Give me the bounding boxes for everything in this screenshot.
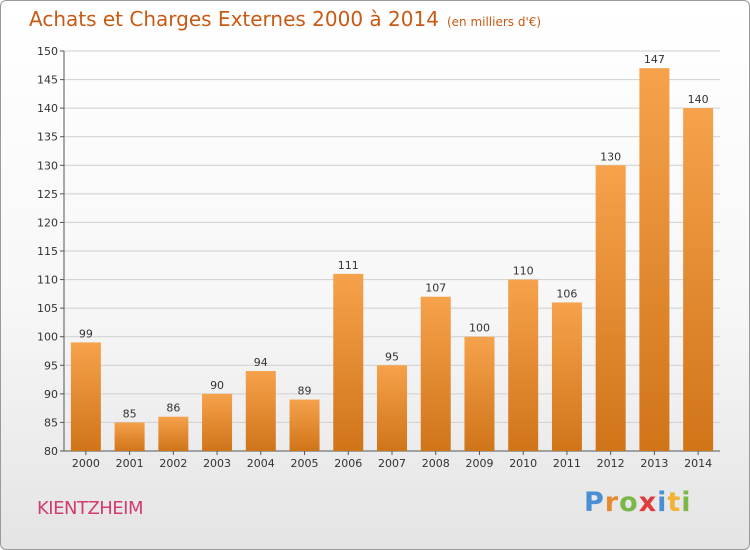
data-label: 111 <box>338 259 359 272</box>
x-tick-label: 2008 <box>422 457 450 470</box>
bar <box>683 108 714 452</box>
data-label: 130 <box>600 150 621 163</box>
bar <box>289 399 320 451</box>
x-tick-label: 2011 <box>553 457 581 470</box>
data-label: 99 <box>79 327 93 340</box>
x-tick-label: 2005 <box>291 457 319 470</box>
logo-letter: i <box>657 487 668 518</box>
y-tick-label: 120 <box>37 216 58 229</box>
bar <box>377 365 407 451</box>
bar <box>639 68 670 452</box>
y-tick-label: 90 <box>44 388 58 401</box>
bar <box>508 279 539 451</box>
y-tick-label: 145 <box>37 74 58 87</box>
data-label: 106 <box>556 287 577 300</box>
y-tick-label: 80 <box>44 445 58 458</box>
data-label: 107 <box>425 282 446 295</box>
y-tick-label: 85 <box>44 416 58 429</box>
bars <box>70 68 714 452</box>
x-tick-label: 2001 <box>116 457 144 470</box>
x-tick-label: 2007 <box>378 457 406 470</box>
bar <box>114 422 145 451</box>
y-tick-label: 130 <box>37 159 58 172</box>
y-tick-label: 115 <box>37 245 58 258</box>
data-label: 85 <box>123 407 137 420</box>
y-tick-label: 140 <box>37 102 58 115</box>
data-label: 95 <box>385 350 399 363</box>
bar <box>464 336 495 451</box>
x-tick-label: 2000 <box>72 457 100 470</box>
bar <box>70 342 101 451</box>
x-tick-label: 2003 <box>203 457 231 470</box>
bar <box>551 302 582 451</box>
y-tick-label: 105 <box>37 302 58 315</box>
y-tick-label: 150 <box>37 45 58 58</box>
y-tick-label: 110 <box>37 274 58 287</box>
bar <box>245 371 276 451</box>
bar <box>420 296 451 451</box>
logo-letter: r <box>604 487 620 518</box>
data-label: 90 <box>210 379 224 392</box>
data-label: 147 <box>644 53 665 66</box>
chart-subtitle: (en milliers d'€) <box>446 15 542 29</box>
logo-letter: i <box>681 487 692 518</box>
y-tick-label: 125 <box>37 188 58 201</box>
labels: 80 85 90 95 100 105 110 115 120 125 130 135 140 145 15… <box>37 45 712 470</box>
x-tick-label: 2009 <box>465 457 493 470</box>
x-tick-label: 2002 <box>159 457 187 470</box>
proxiti-logo: Proxiti <box>584 487 692 518</box>
x-tick-label: 2013 <box>640 457 668 470</box>
x-tick-label: 2012 <box>597 457 625 470</box>
x-tick-label: 2010 <box>509 457 537 470</box>
bar <box>158 416 189 451</box>
chart-title: Achats et Charges Externes 2000 à 2014 (e… <box>29 7 541 31</box>
logo-letter: o <box>619 487 639 518</box>
data-label: 100 <box>469 322 490 335</box>
y-tick-label: 95 <box>44 359 58 372</box>
data-label: 140 <box>688 93 709 106</box>
y-tick-label: 135 <box>37 131 58 144</box>
x-tick-label: 2004 <box>247 457 275 470</box>
logo-letter: x <box>638 487 658 518</box>
commune-name: KIENTZHEIM <box>37 498 144 519</box>
bar <box>333 273 364 451</box>
x-tick-label: 2014 <box>684 457 712 470</box>
x-tick-label: 2006 <box>334 457 362 470</box>
logo-letter: t <box>667 487 682 518</box>
y-tick-label: 100 <box>37 331 58 344</box>
logo-letter: P <box>584 487 605 518</box>
bar <box>202 393 233 451</box>
data-label: 89 <box>298 385 312 398</box>
bar <box>595 165 626 452</box>
data-label: 110 <box>513 265 534 278</box>
data-label: 94 <box>254 356 268 369</box>
chart-title-text: Achats et Charges Externes 2000 à 2014 <box>29 7 439 31</box>
data-label: 86 <box>166 402 180 415</box>
